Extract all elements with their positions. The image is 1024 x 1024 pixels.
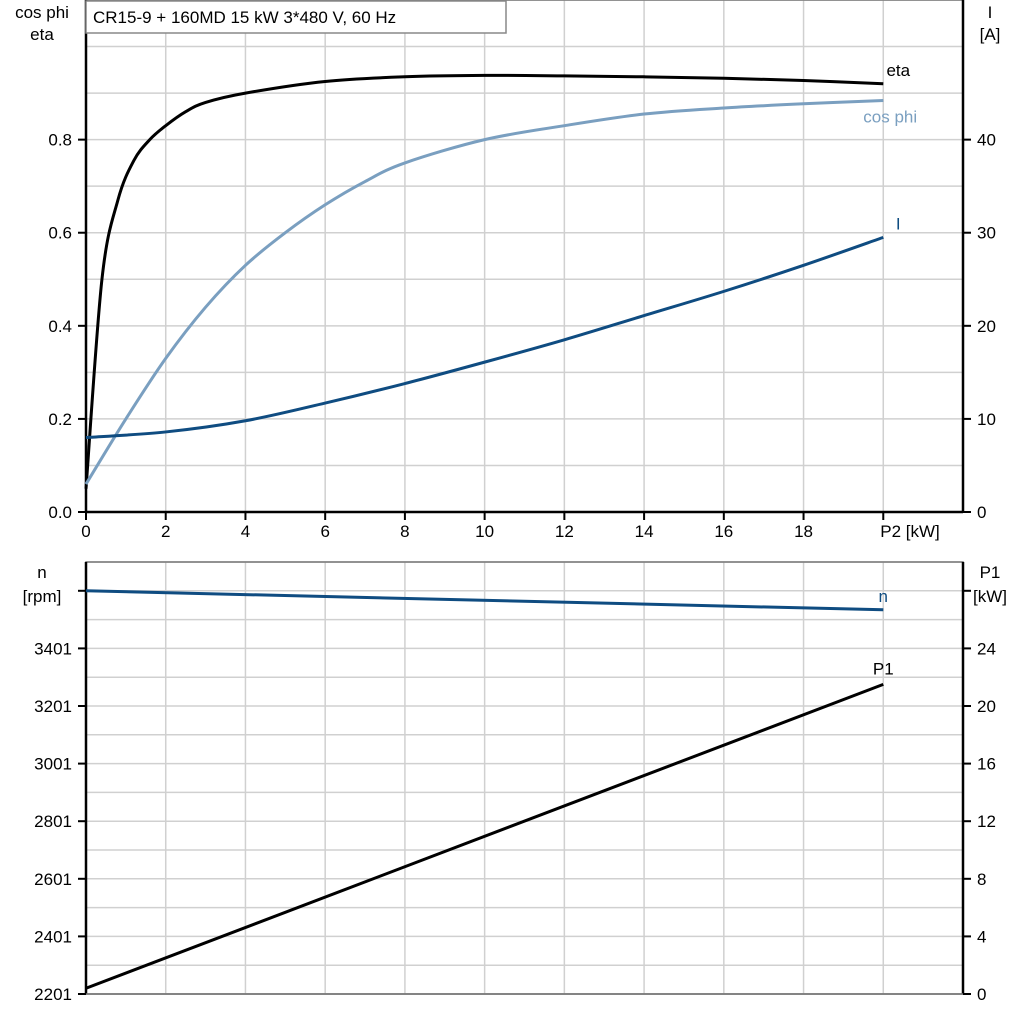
y-tick-label-right: 12: [977, 812, 996, 831]
series-line-I: [85, 235, 884, 440]
y-tick-label-left: 3201: [34, 697, 72, 716]
chart-title: CR15-9 + 160MD 15 kW 3*480 V, 60 Hz: [93, 8, 396, 27]
y-tick-label-right: 24: [977, 639, 996, 658]
y-tick-label-left: 3401: [34, 639, 72, 658]
y-axis-label-right: I: [988, 3, 993, 22]
y-tick-label-left: 3001: [34, 755, 72, 774]
y-axis-label-right: [kW]: [973, 587, 1007, 606]
y-tick-label-left: 0.2: [48, 410, 72, 429]
y-axis-label-left: cos phi: [15, 3, 69, 22]
y-tick-label-right: 20: [977, 697, 996, 716]
series-label-eta: eta: [886, 61, 910, 80]
y-axis-label-left: eta: [30, 25, 54, 44]
x-tick-label: 0: [81, 522, 90, 541]
y-tick-label-left: 2401: [34, 927, 72, 946]
y-tick-label-left: 0.6: [48, 224, 72, 243]
y-axis-label-left: [rpm]: [23, 587, 62, 606]
y-tick-label-right: 0: [977, 503, 986, 522]
y-tick-label-left: 2201: [34, 985, 72, 1004]
x-tick-label: 2: [161, 522, 170, 541]
x-tick-label: 12: [555, 522, 574, 541]
y-tick-label-right: 10: [977, 410, 996, 429]
panel-1: [78, 0, 971, 520]
series-label-cos-phi: cos phi: [863, 108, 917, 127]
y-tick-label-right: 20: [977, 317, 996, 336]
y-tick-label-right: 4: [977, 927, 986, 946]
y-tick-label-left: 0.0: [48, 503, 72, 522]
y-tick-label-right: 30: [977, 224, 996, 243]
series-label-n: n: [879, 587, 888, 606]
plot-frame: [85, 561, 964, 995]
y-tick-label-right: 0: [977, 985, 986, 1004]
y-tick-label-left: 2601: [34, 870, 72, 889]
y-tick-label-right: 8: [977, 870, 986, 889]
series-label-I: I: [896, 214, 901, 233]
panel-2: [78, 561, 971, 995]
x-tick-label: 6: [320, 522, 329, 541]
series-line-cos-phi: [84, 99, 884, 485]
series-line-P1: [85, 682, 884, 990]
y-axis-label-right: [A]: [980, 25, 1001, 44]
y-axis-label-right: P1: [980, 563, 1001, 582]
y-tick-label-right: 40: [977, 131, 996, 150]
series-label-P1: P1: [873, 659, 894, 678]
y-axis-label-left: n: [37, 563, 46, 582]
x-tick-label: 4: [241, 522, 250, 541]
series-line-n: [85, 589, 884, 612]
y-tick-label-left: 0.8: [48, 131, 72, 150]
x-axis-label: P2 [kW]: [880, 522, 940, 541]
y-tick-label-right: 16: [977, 755, 996, 774]
x-tick-label: 18: [794, 522, 813, 541]
series-line-eta: [84, 73, 884, 489]
title-box: [85, 0, 507, 34]
x-tick-label: 14: [635, 522, 654, 541]
x-tick-label: 16: [714, 522, 733, 541]
y-tick-label-left: 0.4: [48, 317, 72, 336]
y-tick-label-left: 2801: [34, 812, 72, 831]
x-tick-label: 10: [475, 522, 494, 541]
x-tick-label: 8: [400, 522, 409, 541]
